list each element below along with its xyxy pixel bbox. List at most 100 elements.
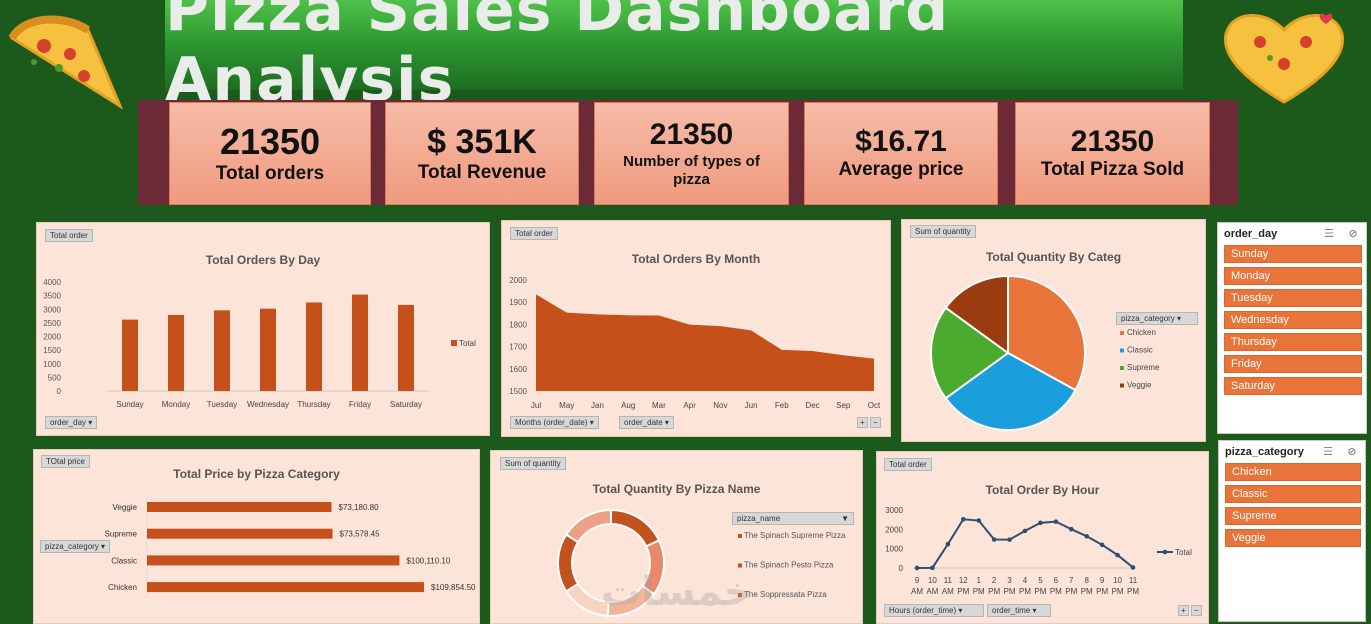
data-point: [1022, 528, 1028, 534]
slicer-item[interactable]: Friday: [1224, 355, 1362, 373]
x-tick-label: 9: [915, 576, 920, 585]
chart-title: Total Order By Hour: [985, 483, 1100, 497]
x-tick-sublabel: PM: [1050, 587, 1062, 596]
clear-filter-icon[interactable]: ⊘: [1348, 227, 1358, 240]
legend-label: Chicken: [1127, 328, 1156, 337]
x-tick-label: Jan: [591, 401, 604, 410]
y-tick-label: 3500: [43, 292, 61, 301]
slicer-items: Sunday Monday Tuesday Wednesday Thursday Frid…: [1218, 245, 1366, 395]
x-tick-label: Jun: [745, 401, 758, 410]
chart-title: Total Quantity By Pizza Name: [592, 482, 761, 496]
pie-slice: [1007, 274, 1086, 392]
slicer-item[interactable]: Wednesday: [1224, 311, 1362, 329]
y-tick-label: 500: [48, 373, 62, 382]
kpi-label: Total orders: [215, 162, 325, 184]
chart-plot: Chicken Classic Supreme Veggie: [930, 274, 1160, 431]
x-tick-label: Dec: [805, 401, 819, 410]
x-tick-label: Wednesday: [247, 400, 289, 409]
data-point: [1038, 520, 1043, 526]
y-tick-label: 0: [57, 387, 62, 396]
kpi-strip: 21350 Total orders $ 351K Total Revenue …: [138, 100, 1238, 205]
slicer-item[interactable]: Veggie: [1225, 529, 1361, 547]
y-tick-label: 0: [899, 564, 904, 573]
x-tick-label: 10: [1113, 576, 1122, 585]
chart-plot: 1500 1600 1700 1800 1900 2000 Jul May Jan Aug Mar A…: [509, 276, 881, 410]
expand-button[interactable]: +: [1178, 605, 1189, 616]
x-tick-label: Friday: [349, 400, 371, 409]
kpi-pizza-types: 21350 Number of types of pizza: [594, 102, 789, 205]
field-button-axis-months[interactable]: Months (order_date): [510, 416, 599, 429]
slicer-item[interactable]: Tuesday: [1224, 289, 1362, 307]
data-point: [1099, 542, 1105, 548]
y-tick-label: 2000: [43, 333, 61, 342]
x-tick-label: Tuesday: [207, 400, 237, 409]
data-label: $100,110.10: [406, 556, 450, 565]
x-tick-label: 1: [976, 576, 981, 585]
legend-label: Veggie: [1127, 381, 1152, 390]
data-point: [991, 537, 997, 542]
field-button-value[interactable]: Total order: [884, 458, 932, 471]
data-point: [945, 541, 951, 547]
expand-button[interactable]: +: [857, 417, 868, 428]
filter-button-category[interactable]: pizza_category: [1116, 312, 1198, 325]
slicer-title: pizza_category: [1225, 446, 1304, 458]
data-point: [1053, 519, 1059, 524]
multi-select-icon[interactable]: ☰: [1323, 445, 1333, 458]
field-button-axis-hours[interactable]: Hours (order_time): [884, 604, 984, 617]
x-tick-label: 4: [1023, 576, 1028, 585]
x-tick-label: Nov: [713, 401, 727, 410]
kpi-value: $ 351K: [427, 122, 537, 161]
x-tick-label: Jul: [531, 401, 541, 410]
y-tick-label: Classic: [111, 556, 137, 565]
slicer-item[interactable]: Classic: [1225, 485, 1361, 503]
slicer-item[interactable]: Chicken: [1225, 463, 1361, 481]
x-tick-sublabel: PM: [1065, 587, 1077, 596]
field-button-value[interactable]: Sum of quantity: [910, 225, 976, 238]
slicer-item[interactable]: Thursday: [1224, 333, 1362, 351]
bar: [147, 528, 333, 539]
bar: [147, 582, 424, 593]
multi-select-icon[interactable]: ☰: [1324, 227, 1334, 240]
field-button-value[interactable]: Sum of quantity: [500, 457, 566, 470]
chart-title: Total Price by Pizza Category: [173, 467, 340, 481]
clear-filter-icon[interactable]: ⊘: [1347, 445, 1357, 458]
field-button-axis[interactable]: pizza_category: [40, 540, 111, 553]
kpi-value: 21350: [219, 121, 321, 163]
bar: [214, 310, 230, 391]
field-button-axis-time[interactable]: order_time: [987, 604, 1051, 617]
x-tick-sublabel: PM: [1112, 587, 1124, 596]
legend-swatch: [738, 593, 742, 597]
collapse-button[interactable]: −: [1191, 605, 1202, 616]
chart-title: Total Orders By Month: [631, 252, 761, 266]
x-tick-sublabel: AM: [911, 587, 923, 596]
legend-label: Supreme: [1127, 363, 1160, 372]
x-tick-label: Thursday: [297, 400, 330, 409]
slicer-item[interactable]: Monday: [1224, 267, 1362, 285]
area-series: [536, 294, 874, 391]
field-button-value[interactable]: Total order: [510, 227, 558, 240]
slicer-header: order_day ☰ ⊘: [1218, 223, 1366, 245]
filter-funnel-icon: ▼: [841, 514, 849, 523]
field-button-axis-date[interactable]: order_date: [619, 416, 674, 429]
slicer-item[interactable]: Sunday: [1224, 245, 1362, 263]
field-button-axis[interactable]: order_day: [45, 416, 98, 429]
slicer-item[interactable]: Saturday: [1224, 377, 1362, 395]
filter-button-pizza-name[interactable]: pizza_name ▼: [732, 512, 854, 525]
field-button-value[interactable]: Total order: [45, 229, 93, 242]
chart-quantity-by-category: Sum of quantity Total Quantity By Categ …: [901, 219, 1206, 442]
y-tick-label: 3000: [43, 305, 61, 314]
x-tick-label: 3: [1007, 576, 1012, 585]
x-tick-sublabel: PM: [1127, 587, 1139, 596]
y-tick-label: 2500: [43, 319, 61, 328]
data-label: $73,180.80: [339, 503, 380, 512]
kpi-total-revenue: $ 351K Total Revenue: [385, 102, 579, 205]
chart-orders-by-hour: Total order Total Order By Hour 0 1000 200…: [876, 451, 1209, 624]
collapse-button[interactable]: −: [870, 417, 881, 428]
field-button-value[interactable]: TOtal price: [41, 455, 90, 468]
kpi-value: 21350: [1070, 124, 1155, 158]
slicer-item[interactable]: Supreme: [1225, 507, 1361, 525]
legend-swatch: [1120, 348, 1124, 353]
kpi-average-price: $16.71 Average price: [804, 102, 998, 205]
y-tick-label: 1800: [509, 320, 527, 329]
y-tick-label: 3000: [885, 506, 903, 515]
